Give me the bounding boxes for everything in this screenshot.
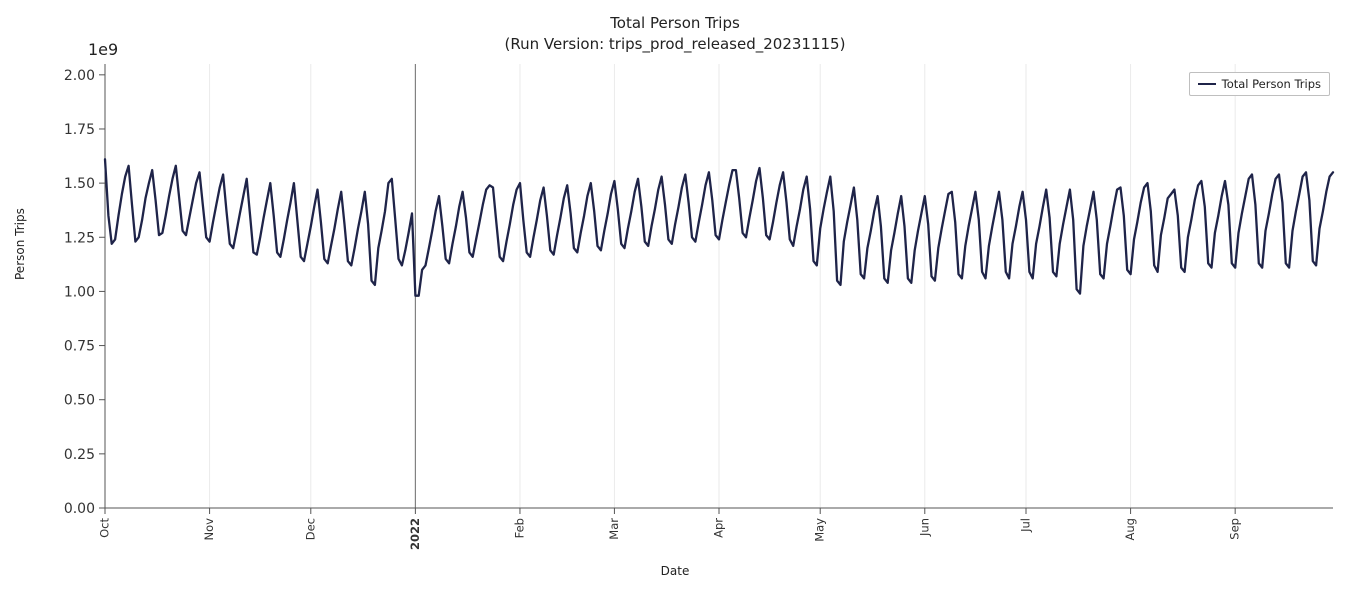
svg-text:Mar: Mar <box>607 518 621 540</box>
svg-text:2.00: 2.00 <box>64 68 95 84</box>
svg-text:0.25: 0.25 <box>64 447 95 463</box>
svg-text:0.00: 0.00 <box>64 501 95 517</box>
svg-text:Dec: Dec <box>303 518 317 540</box>
chart-legend: Total Person Trips <box>1189 72 1330 96</box>
svg-text:2022: 2022 <box>408 518 422 550</box>
svg-text:May: May <box>813 518 827 542</box>
svg-text:Feb: Feb <box>512 518 526 538</box>
svg-text:1.00: 1.00 <box>64 284 95 300</box>
svg-text:Oct: Oct <box>98 518 112 538</box>
svg-text:0.75: 0.75 <box>64 339 95 355</box>
legend-label: Total Person Trips <box>1222 77 1321 91</box>
legend-swatch <box>1198 83 1216 85</box>
svg-text:Sep: Sep <box>1228 518 1242 540</box>
svg-text:Apr: Apr <box>712 518 726 538</box>
svg-text:1.75: 1.75 <box>64 122 95 138</box>
svg-text:Nov: Nov <box>202 518 216 541</box>
svg-text:0.50: 0.50 <box>64 393 95 409</box>
svg-text:Jul: Jul <box>1019 518 1033 533</box>
svg-text:1.25: 1.25 <box>64 230 95 246</box>
svg-text:Aug: Aug <box>1123 518 1137 540</box>
chart-container: Total Person Trips (Run Version: trips_p… <box>0 0 1350 600</box>
svg-text:1.50: 1.50 <box>64 176 95 192</box>
chart-plot-svg: 0.00 0.25 0.50 0.75 1.00 1.25 1.50 1.75 2.00 Oct N… <box>0 0 1350 600</box>
svg-text:Jun: Jun <box>917 518 931 537</box>
